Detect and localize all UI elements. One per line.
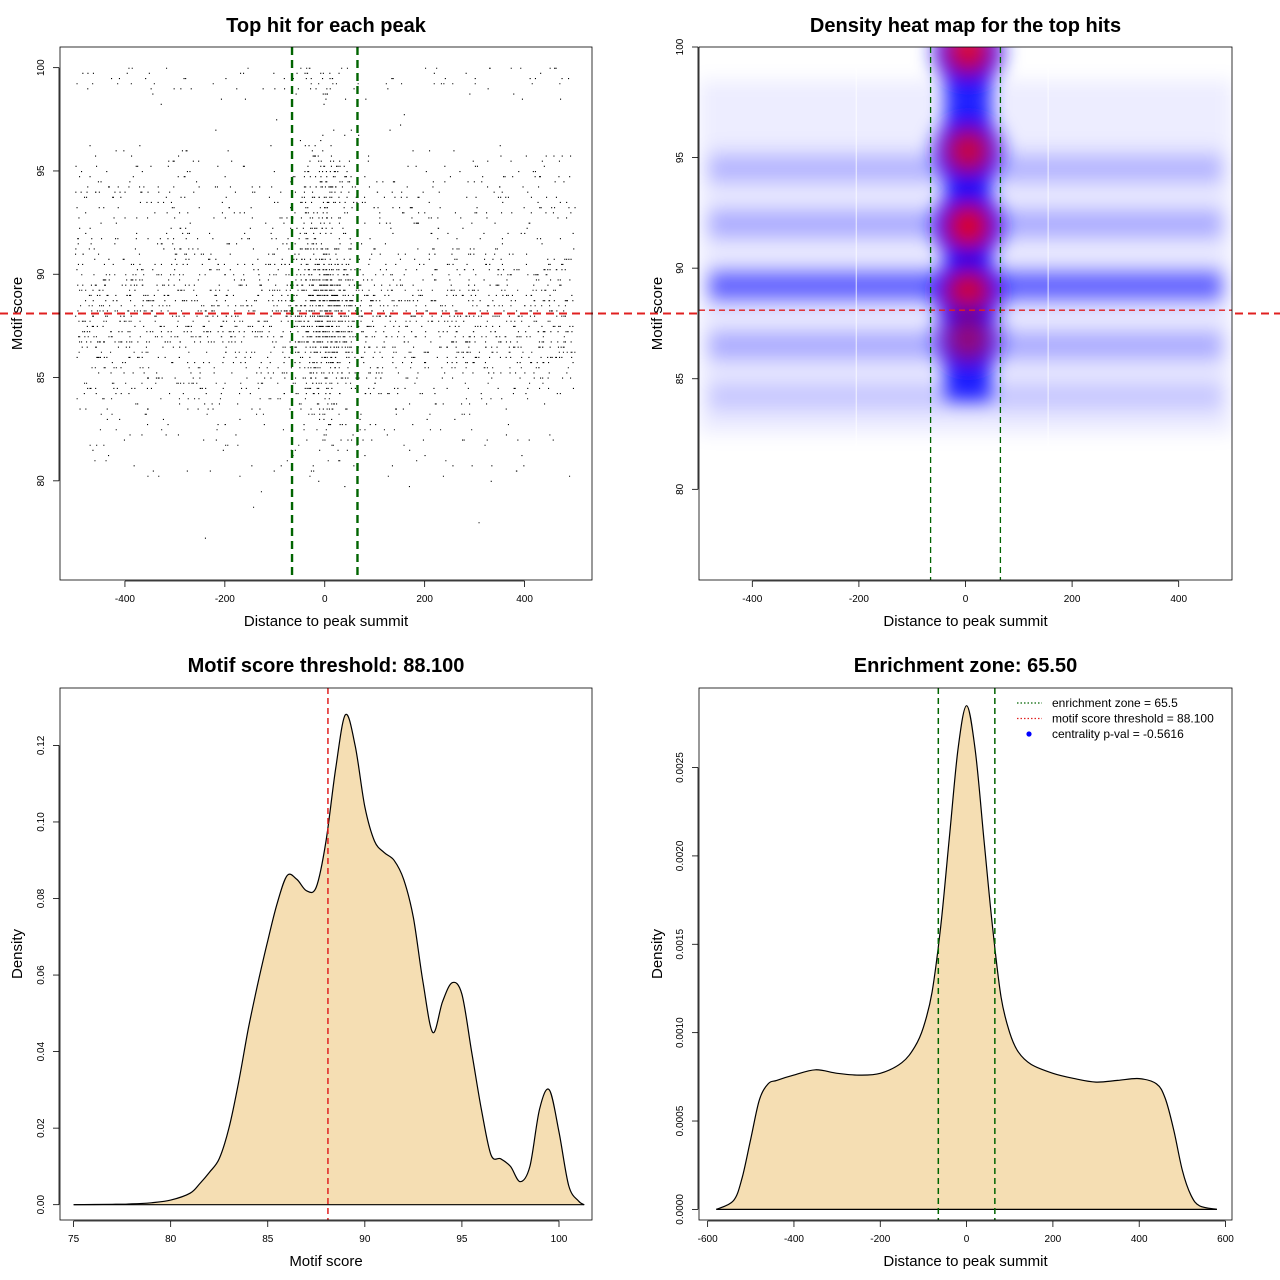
y-tick-label: 0.08 [36,888,47,908]
y-tick-label: 0.02 [36,1118,47,1138]
legend-label: enrichment zone = 65.5 [1052,696,1178,710]
plot-frame [698,46,1233,581]
heatmap-hotspot [928,110,1009,191]
x-tick-label: 0 [322,594,328,605]
chart-title: Density heat map for the top hits [810,15,1121,37]
x-tick-label: 0 [964,1234,970,1245]
x-axis-label: Distance to peak summit [883,613,1048,630]
x-tick-label: 0 [963,594,969,605]
x-axis-label: Distance to peak summit [883,1253,1048,1270]
plot-frame [59,46,593,581]
x-tick-label: 400 [1131,1234,1148,1245]
legend-label: motif score threshold = 88.100 [1052,712,1214,726]
y-tick-label: 0.10 [36,812,47,832]
x-tick-label: 200 [416,594,433,605]
chart-title: Top hit for each peak [226,15,427,37]
x-tick-label: 85 [262,1234,274,1245]
heatmap-layer [699,47,1232,580]
heatmap-hotspot [928,186,1009,267]
x-axis-label: Distance to peak summit [244,613,409,630]
x-tick-label: -200 [849,594,869,605]
heatmap-blur-group [699,47,1232,435]
x-tick-label: 95 [456,1234,468,1245]
scatter-panel: Top hit for each peak Distance to peak su… [0,15,1280,630]
score_density-panel: Motif score threshold: 88.100 Motif score… [9,655,593,1270]
y-tick-label: 0.0010 [675,1017,686,1048]
heatmap-panel: Density heat map for the top hits Distanc… [649,15,1233,630]
x-axis-label: Motif score [289,1253,362,1270]
heatmap-hotspot [928,47,1009,92]
y-tick-label: 0.12 [36,735,47,755]
x-tick-label: 200 [1064,594,1081,605]
y-tick-label: 0.0025 [675,752,686,783]
y-tick-label: 0.0005 [675,1105,686,1136]
x-tick-label: -200 [215,594,235,605]
plot-frame [698,687,1233,1221]
y-tick-label: 0.0000 [675,1194,686,1225]
y-axis-label: Motif score [649,277,666,350]
legend-label: centrality p-val = -0.5616 [1052,727,1184,741]
x-tick-label: -400 [742,594,762,605]
y-tick-label: 0.00 [36,1195,47,1215]
x-tick-label: 90 [359,1234,371,1245]
y-tick-label: 95 [36,165,47,177]
y-tick-label: 85 [675,373,686,385]
y-tick-label: 80 [675,483,686,495]
legend-point-icon [1026,731,1032,737]
chart-title: Enrichment zone: 65.50 [854,655,1077,677]
plot-frame [59,687,593,1221]
x-tick-label: 200 [1045,1234,1062,1245]
x-tick-label: -400 [115,594,135,605]
x-tick-label: -600 [698,1234,718,1245]
y-tick-label: 85 [36,372,47,384]
density-curve [73,713,585,1206]
distance_density-panel: Enrichment zone: 65.50 Distance to peak s… [649,655,1234,1270]
y-tick-label: 0.04 [36,1041,47,1061]
y-tick-label: 80 [36,475,47,487]
x-tick-label: 400 [1170,594,1187,605]
x-tick-label: 75 [68,1234,80,1245]
y-tick-label: 100 [675,38,686,55]
y-tick-label: 95 [675,152,686,164]
x-tick-label: 100 [551,1234,568,1245]
y-tick-label: 0.0015 [675,929,686,960]
x-tick-label: 600 [1217,1234,1234,1245]
x-tick-label: -400 [784,1234,804,1245]
y-axis-label: Density [649,928,666,979]
x-tick-label: 400 [516,594,533,605]
y-tick-label: 90 [675,262,686,274]
scatter-points [75,67,576,539]
legend: enrichment zone = 65.5 motif score thresh… [1017,696,1214,741]
x-tick-label: 80 [165,1234,177,1245]
y-tick-label: 0.06 [36,965,47,985]
chart-title: Motif score threshold: 88.100 [188,655,465,677]
y-tick-label: 0.0020 [675,840,686,871]
y-tick-label: 90 [36,268,47,280]
heatmap-hotspot [928,298,1009,379]
density-area [73,714,585,1205]
density-curve [715,705,1218,1210]
y-tick-label: 100 [36,59,47,76]
density-area [716,705,1217,1210]
y-axis-label: Density [9,928,26,979]
x-tick-label: -200 [870,1234,890,1245]
scatter-hits [75,67,576,539]
